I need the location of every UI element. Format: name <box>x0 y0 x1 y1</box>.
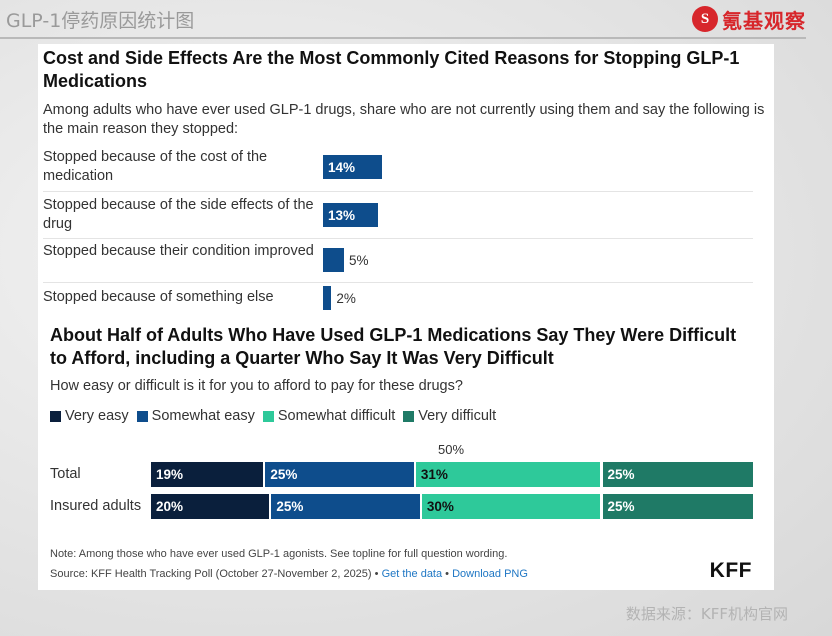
chart1-category-label: Stopped because their condition improved <box>43 243 314 259</box>
chart2-stacked-bar: 19% 25% 31% 25% <box>151 462 753 487</box>
chart-card: Cost and Side Effects Are the Most Commo… <box>38 44 774 590</box>
legend-label: Very easy <box>65 408 129 424</box>
chart1-row: Stopped because of the cost of the medic… <box>43 144 753 192</box>
chart1-row: Stopped because of something else 2% <box>43 282 753 312</box>
chart1-row: Stopped because of the side effects of t… <box>43 192 753 239</box>
link-separator: • <box>445 568 450 580</box>
legend-item: Very difficult <box>403 408 496 424</box>
chart1-category-label: Stopped because of the side effects of t… <box>43 197 314 232</box>
source-text: Source: KFF Health Tracking Poll (Octobe… <box>50 568 379 580</box>
chart1-bar <box>323 248 344 272</box>
chart2-legend: Very easy Somewhat easy Somewhat difficult… <box>50 408 496 424</box>
chart2-segment: 25% <box>271 494 422 519</box>
brand-logo: S 氪基观察 <box>692 4 806 34</box>
chart1-category-label: Stopped because of something else <box>43 289 274 305</box>
chart2-subtitle: How easy or difficult is it for you to a… <box>50 378 463 394</box>
get-data-link[interactable]: Get the data <box>381 568 443 580</box>
chart2-category-label: Insured adults <box>50 498 142 514</box>
chart2-segment: 31% <box>415 462 603 487</box>
legend-item: Somewhat easy <box>136 408 255 424</box>
chart1-row: Stopped because their condition improved… <box>43 238 753 283</box>
legend-swatch <box>403 410 415 422</box>
legend-swatch <box>50 410 61 422</box>
download-png-link[interactable]: Download PNG <box>452 568 528 580</box>
midpoint-label: 50% <box>438 442 465 457</box>
chart1-value-label: 2% <box>336 290 356 306</box>
chart1-subtitle: Among adults who have ever used GLP-1 dr… <box>43 102 765 137</box>
logo-mark-icon: S <box>692 6 718 32</box>
chart1-value-label: 13% <box>328 207 356 223</box>
legend-label: Very difficult <box>418 408 497 424</box>
chart2-category-label: Total <box>50 466 81 482</box>
chart1-bar <box>323 286 332 310</box>
chart-source: Source: KFF Health Tracking Poll (Octobe… <box>50 568 528 580</box>
chart2-segment: 25% <box>602 494 753 519</box>
chart2-segment: 30% <box>421 494 603 519</box>
chart1-bar: 14% <box>323 155 382 179</box>
logo-text: 氪基观察 <box>722 8 806 33</box>
legend-swatch <box>136 410 148 422</box>
chart2-stacked-bar: 20% 25% 30% 25% <box>151 494 753 519</box>
chart2-segment: 19% <box>151 462 266 487</box>
chart1-value-label: 14% <box>328 159 356 175</box>
chart1-value-label: 5% <box>349 252 369 268</box>
legend-swatch <box>262 410 274 422</box>
legend-item: Somewhat difficult <box>262 408 396 424</box>
chart-note: Note: Among those who have ever used GLP… <box>50 548 508 560</box>
legend-label: Somewhat difficult <box>277 408 396 424</box>
chart2-segment: 20% <box>151 494 272 519</box>
legend-item: Very easy <box>50 408 129 424</box>
data-source-footer: 数据来源：KFF机构官网 <box>625 605 788 623</box>
chart1-bar: 13% <box>323 203 378 227</box>
chart2-segment: 25% <box>265 462 416 487</box>
legend-label: Somewhat easy <box>151 408 255 424</box>
kff-logo: KFF <box>709 559 752 582</box>
chart1-title: Cost and Side Effects Are the Most Commo… <box>43 48 740 91</box>
title-divider <box>0 37 806 39</box>
chart2-segment: 25% <box>602 462 753 487</box>
chart2-title: About Half of Adults Who Have Used GLP-1… <box>50 325 737 368</box>
page-title: GLP-1停药原因统计图 <box>6 10 195 32</box>
chart1-category-label: Stopped because of the cost of the medic… <box>43 149 268 184</box>
